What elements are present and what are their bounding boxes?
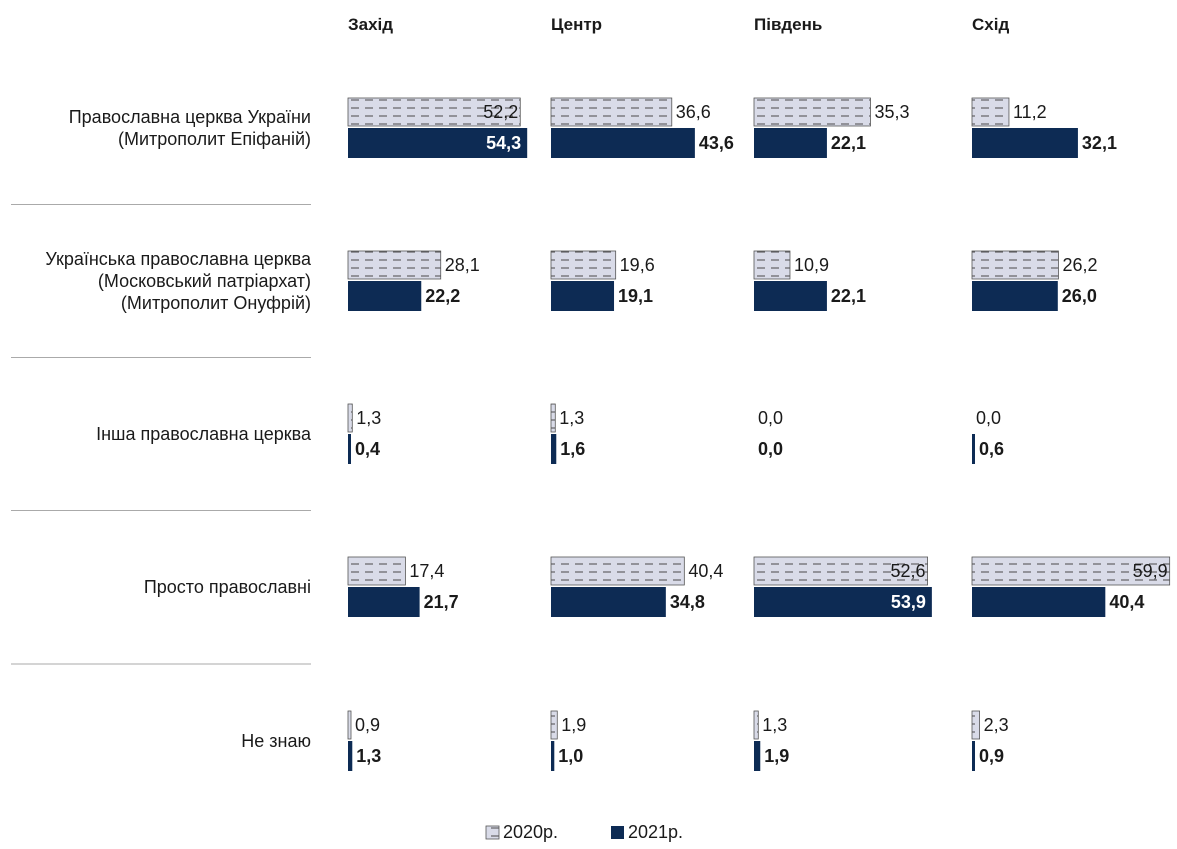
bar-2021: [754, 128, 827, 158]
bar-2020: [550, 250, 617, 280]
value-label-2021: 40,4: [1109, 592, 1144, 612]
bar-2020: [347, 403, 353, 433]
bar-2021: [972, 281, 1058, 311]
bar-2021: [972, 434, 975, 464]
bar-2020: [971, 97, 1010, 127]
bar-2020: [550, 556, 685, 586]
value-label-2021: 22,1: [831, 286, 866, 306]
value-label-2021: 21,7: [424, 592, 459, 612]
value-label-2021: 22,2: [425, 286, 460, 306]
bar-2021: [348, 587, 420, 617]
value-label-2021: 19,1: [618, 286, 653, 306]
value-label-2020: 26,2: [1062, 255, 1097, 275]
bar-2021: [551, 587, 666, 617]
value-label-2021: 0,6: [979, 439, 1004, 459]
region-title-3: Південь: [754, 15, 822, 34]
value-label-2021: 43,6: [699, 133, 734, 153]
legend-swatch-2020: [485, 825, 500, 840]
category-label: (Московський патріархат): [98, 271, 311, 291]
bar-2021: [754, 281, 827, 311]
bar-2020: [753, 556, 928, 586]
region-title-1: Захід: [348, 15, 393, 34]
value-label-2020: 1,3: [559, 408, 584, 428]
value-label-2021: 53,9: [891, 592, 926, 612]
bar-2020: [347, 556, 406, 586]
value-label-2021: 0,0: [758, 439, 783, 459]
value-label-2020: 10,9: [794, 255, 829, 275]
legend-label-2021: 2021р.: [628, 822, 683, 842]
category-label: Українська православна церква: [45, 249, 312, 269]
bar-2020: [971, 710, 980, 740]
region-title-4: Схід: [972, 15, 1009, 34]
category-label: (Митрополит Онуфрій): [121, 293, 311, 313]
bar-2020: [550, 97, 673, 127]
value-label-2020: 0,9: [355, 715, 380, 735]
bar-2021: [754, 741, 761, 771]
value-label-2020: 19,6: [620, 255, 655, 275]
value-label-2020: 1,9: [561, 715, 586, 735]
value-label-2021: 22,1: [831, 133, 866, 153]
legend-swatch-2021: [611, 826, 624, 839]
value-label-2021: 1,6: [560, 439, 585, 459]
bar-2020: [753, 250, 791, 280]
bar-2020: [753, 710, 759, 740]
legend-label-2020: 2020р.: [503, 822, 558, 842]
bar-2021: [348, 741, 353, 771]
value-label-2021: 26,0: [1062, 286, 1097, 306]
value-label-2020: 36,6: [676, 102, 711, 122]
category-label: Не знаю: [241, 731, 311, 751]
value-label-2020: 17,4: [409, 561, 444, 581]
bar-2020: [550, 403, 556, 433]
value-label-2020: 0,0: [758, 408, 783, 428]
bar-2021: [551, 128, 695, 158]
bar-2020: [550, 710, 558, 740]
bar-2020: [753, 97, 871, 127]
bar-2020: [347, 97, 521, 127]
value-label-2021: 0,4: [355, 439, 380, 459]
bar-2020: [971, 250, 1059, 280]
value-label-2020: 52,6: [891, 561, 926, 581]
category-label: (Митрополит Епіфаній): [118, 129, 311, 149]
bar-2021: [551, 741, 555, 771]
bar-2020: [971, 556, 1171, 586]
value-label-2021: 34,8: [670, 592, 705, 612]
region-title-2: Центр: [551, 15, 602, 34]
bar-2021: [551, 281, 615, 311]
bar-2021: [972, 587, 1106, 617]
value-label-2020: 1,3: [762, 715, 787, 735]
value-label-2020: 59,9: [1133, 561, 1168, 581]
bar-2021: [348, 128, 528, 158]
value-label-2020: 11,2: [1013, 102, 1047, 122]
value-label-2021: 54,3: [486, 133, 521, 153]
value-label-2021: 1,0: [558, 746, 583, 766]
bar-2021: [972, 741, 975, 771]
bar-2020: [347, 710, 352, 740]
value-label-2021: 1,3: [356, 746, 381, 766]
value-label-2020: 0,0: [976, 408, 1001, 428]
category-label: Православна церква України: [69, 107, 311, 127]
bar-2021: [754, 587, 932, 617]
value-label-2021: 1,9: [764, 746, 789, 766]
value-label-2020: 52,2: [483, 102, 518, 122]
value-label-2020: 40,4: [688, 561, 723, 581]
value-label-2020: 35,3: [874, 102, 909, 122]
bar-2020: [347, 250, 442, 280]
bar-2021: [348, 281, 422, 311]
bar-2021: [972, 128, 1078, 158]
bar-2021: [348, 434, 351, 464]
value-label-2020: 28,1: [445, 255, 480, 275]
value-label-2021: 0,9: [979, 746, 1004, 766]
value-label-2020: 1,3: [356, 408, 381, 428]
bar-2021: [551, 434, 557, 464]
category-label: Просто православні: [144, 577, 311, 597]
value-label-2020: 2,3: [984, 715, 1009, 735]
value-label-2021: 32,1: [1082, 133, 1117, 153]
category-label: Інша православна церква: [96, 424, 312, 444]
